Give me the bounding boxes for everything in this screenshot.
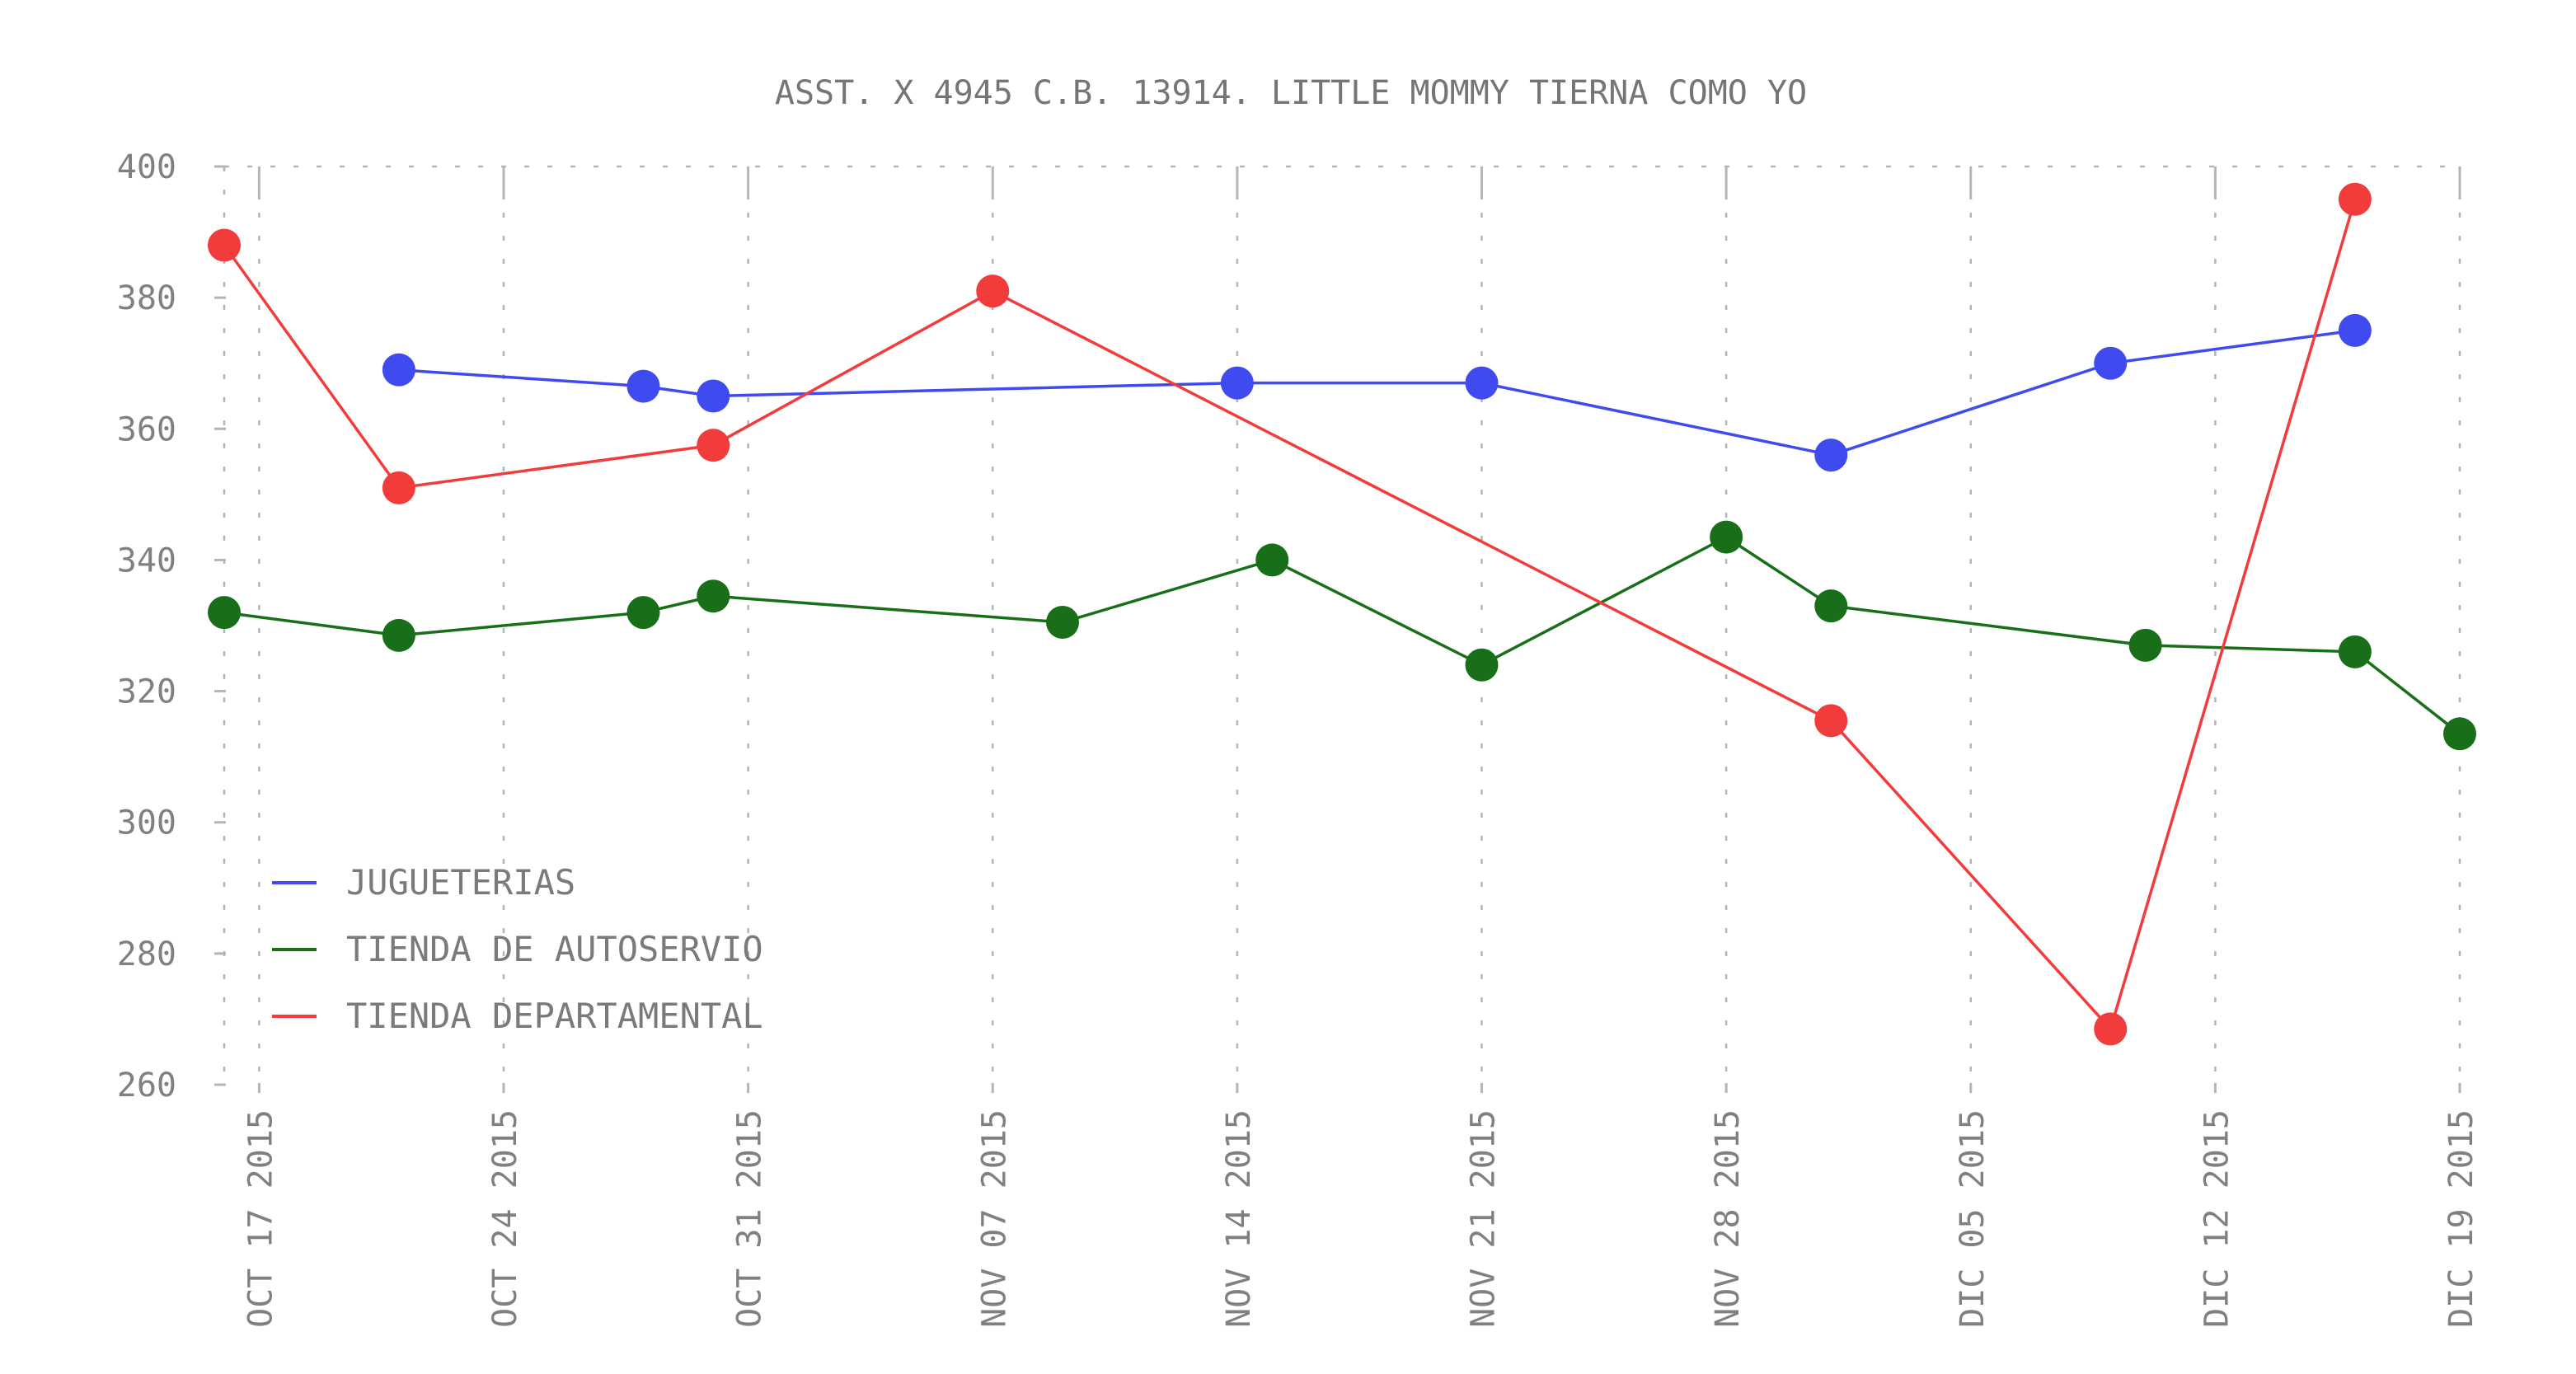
data-point	[697, 429, 730, 462]
series-tienda-departamental	[208, 182, 2372, 1046]
data-point	[2094, 346, 2128, 380]
data-point	[1814, 704, 1848, 738]
x-tick-label: OCT 31 2015	[731, 1109, 769, 1328]
x-tick-label: NOV 28 2015	[1709, 1109, 1747, 1328]
data-point	[697, 579, 730, 613]
x-tick-label: NOV 21 2015	[1465, 1109, 1503, 1328]
plot-area	[208, 182, 2476, 1046]
legend-label: TIENDA DEPARTAMENTAL	[346, 996, 763, 1036]
series-line	[223, 535, 2461, 735]
y-tick-label: 260	[117, 1067, 176, 1104]
data-point	[1814, 438, 1848, 472]
x-tick-label: OCT 17 2015	[242, 1109, 279, 1328]
data-point	[2338, 313, 2372, 347]
y-tick-label: 340	[117, 542, 176, 579]
y-tick-label: 280	[117, 936, 176, 973]
data-point	[208, 596, 241, 630]
x-tick-label: NOV 14 2015	[1220, 1109, 1258, 1328]
x-axis: OCT 17 2015 OCT 24 2015 OCT 31 2015 NOV 07 …	[242, 166, 2480, 1328]
series-line	[398, 329, 2356, 457]
legend-item: TIENDA DEPARTAMENTAL	[272, 996, 763, 1036]
chart-title: ASST. X 4945 C.B. 13914. LITTLE MOMMY TI…	[775, 74, 1807, 112]
y-tick-label: 360	[117, 410, 176, 448]
data-point	[1465, 366, 1499, 400]
data-point	[2338, 182, 2372, 216]
data-point	[626, 369, 660, 403]
data-point	[1814, 589, 1848, 623]
x-tick-label: DIC 19 2015	[2442, 1109, 2480, 1328]
data-point	[382, 353, 415, 387]
data-point	[2094, 1012, 2128, 1046]
data-point	[976, 274, 1010, 308]
data-point	[382, 618, 415, 652]
y-axis: 260 280 300 320 340 360 380 400	[117, 148, 226, 1104]
x-tick-label: OCT 24 2015	[486, 1109, 524, 1328]
data-point	[2128, 628, 2162, 662]
data-point	[1465, 648, 1499, 682]
x-tick-label: NOV 07 2015	[975, 1109, 1013, 1328]
data-point	[382, 471, 415, 504]
series-tienda-de-autoservio	[208, 520, 2476, 751]
legend-item: TIENDA DE AUTOSERVIO	[272, 929, 763, 969]
x-tick-label: DIC 05 2015	[1954, 1109, 1992, 1328]
legend: JUGUETERIAS TIENDA DE AUTOSERVIO TIENDA DE…	[272, 862, 763, 1036]
y-tick-label: 320	[117, 673, 176, 711]
y-tick-label: 300	[117, 804, 176, 842]
y-tick-label: 380	[117, 279, 176, 317]
legend-item: JUGUETERIAS	[272, 862, 575, 903]
data-point	[626, 596, 660, 630]
y-tick-label: 400	[117, 148, 176, 186]
legend-label: TIENDA DE AUTOSERVIO	[346, 929, 763, 969]
data-point	[1255, 543, 1289, 577]
x-tick-label: DIC 12 2015	[2198, 1109, 2236, 1328]
data-point	[2443, 717, 2476, 751]
series-jugueterias	[382, 313, 2372, 472]
series-line	[223, 199, 2357, 1032]
data-point	[2338, 635, 2372, 668]
data-point	[697, 379, 730, 413]
data-point	[1046, 606, 1079, 640]
grid	[223, 165, 2461, 1085]
data-point	[208, 228, 241, 262]
data-point	[1220, 366, 1254, 400]
legend-label: JUGUETERIAS	[346, 862, 575, 903]
data-point	[1710, 520, 1743, 554]
